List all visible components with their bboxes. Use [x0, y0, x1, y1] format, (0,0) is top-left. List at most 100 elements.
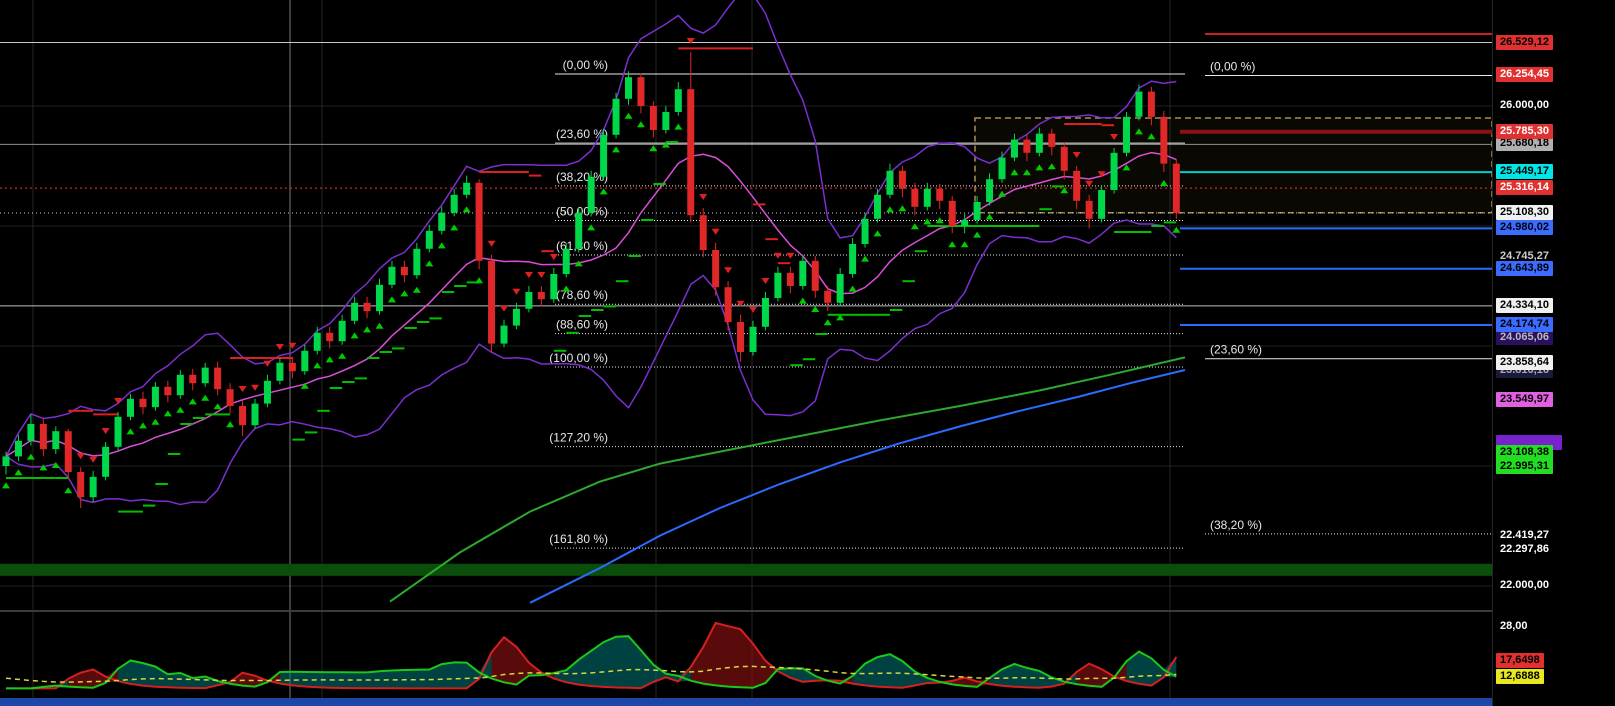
up-triangle-icon — [450, 224, 459, 231]
candle — [737, 322, 745, 352]
candles-layer[interactable] — [2, 52, 1180, 508]
candle — [1048, 133, 1056, 147]
candle — [625, 77, 632, 99]
candle — [786, 272, 794, 286]
candle — [201, 367, 209, 384]
price-label: 26.529,12 — [1496, 35, 1553, 50]
down-triangle-icon — [549, 254, 558, 260]
fib-label: (127,20 %) — [549, 431, 608, 445]
up-triangle-icon — [475, 277, 484, 284]
up-triangle-icon — [973, 231, 982, 238]
candle — [139, 398, 147, 408]
candle — [874, 194, 881, 219]
down-triangle-icon — [686, 38, 695, 44]
fib-label: (0,00 %) — [563, 58, 608, 72]
bottom-strip — [0, 698, 1492, 706]
candle — [164, 386, 172, 396]
candle — [77, 472, 85, 498]
osc-signal-line — [5, 665, 1177, 683]
candle — [89, 476, 97, 498]
up-triangle-icon — [674, 123, 683, 130]
up-triangle-icon — [1060, 187, 1069, 194]
up-triangle-icon — [1172, 226, 1181, 233]
slow-ma-green — [389, 356, 1186, 603]
price-label: 23.549,97 — [1496, 392, 1553, 407]
candle — [637, 77, 645, 106]
down-triangle-icon — [288, 342, 297, 349]
up-triangle-icon — [1147, 133, 1156, 140]
price-label: 12,6888 — [1496, 669, 1544, 684]
down-triangle-icon — [1110, 134, 1119, 140]
candle — [1073, 170, 1081, 201]
candle — [1023, 139, 1031, 153]
up-triangle-icon — [873, 230, 882, 237]
up-triangle-icon — [375, 322, 384, 329]
candle — [438, 212, 446, 231]
down-triangle-icon — [251, 384, 259, 391]
main-chart[interactable]: (0,00 %)(23,60 %)(38,20 %)(50,00 %)(61,8… — [0, 0, 1492, 610]
candle — [836, 274, 844, 303]
candle — [151, 386, 159, 408]
osc-red-line — [6, 621, 1178, 690]
candle — [251, 403, 259, 426]
up-triangle-icon — [350, 332, 359, 339]
down-triangle-icon — [1072, 152, 1081, 158]
up-triangle-icon — [325, 356, 334, 363]
candle — [239, 406, 247, 426]
candle — [127, 398, 134, 417]
candle — [849, 244, 857, 274]
up-triangle-icon — [885, 206, 894, 213]
candle — [1160, 116, 1168, 164]
down-triangle-icon — [749, 306, 757, 313]
fib-label: (23,60 %) — [1210, 343, 1262, 357]
price-axis[interactable]: 26.529,12 26.254,45 26.000,00 25.680,18 25.7… — [1492, 0, 1615, 706]
up-triangle-icon — [213, 403, 222, 410]
candle — [388, 266, 396, 285]
fib-retracement-secondary: (0,00 %) (23,60 %) (38,20 %) — [1205, 59, 1492, 535]
fib-label: (78,60 %) — [556, 288, 608, 302]
candle — [1123, 116, 1130, 153]
up-triangle-icon — [587, 224, 596, 231]
fib-label: (38,20 %) — [1210, 518, 1262, 532]
candle — [226, 389, 234, 406]
candle — [600, 134, 608, 177]
up-triangle-icon — [338, 352, 347, 359]
candle — [2, 456, 10, 466]
price-label: 28,00 — [1500, 620, 1528, 632]
price-label: 24.334,10 — [1496, 298, 1553, 313]
candle — [699, 215, 707, 250]
candle — [712, 250, 720, 288]
price-label: 24.643,89 — [1496, 261, 1553, 276]
candle — [14, 440, 22, 457]
price-label: 24.745,27 — [1500, 250, 1549, 262]
candle — [898, 170, 906, 189]
oscillator-panel[interactable] — [0, 612, 1492, 706]
fib-label: (23,60 %) — [556, 127, 608, 141]
up-triangle-icon — [1035, 164, 1044, 171]
candle — [612, 98, 620, 135]
up-triangle-icon — [1010, 169, 1019, 176]
grid-layer — [0, 0, 1492, 610]
price-label: 25.449,17 — [1496, 164, 1553, 179]
up-triangle-icon — [176, 406, 185, 413]
candle — [351, 302, 359, 321]
up-triangle-icon — [612, 146, 621, 153]
fib-label: (161,80 %) — [549, 532, 608, 546]
fib-label: (38,20 %) — [556, 170, 608, 184]
candle — [413, 248, 421, 276]
down-triangle-icon — [263, 360, 272, 367]
up-triangle-icon — [1134, 128, 1143, 135]
candle — [649, 106, 657, 130]
up-triangle-icon — [960, 241, 969, 248]
fib-label: (0,00 %) — [1210, 59, 1255, 73]
panel-separator[interactable] — [0, 610, 1492, 612]
candle — [400, 266, 408, 276]
up-triangle-icon — [624, 112, 633, 119]
bollinger-bands — [5, 0, 1177, 506]
candle — [39, 424, 47, 450]
osc-green-line — [6, 635, 1177, 690]
up-triangle-icon — [985, 213, 994, 220]
price-label: 23.858,64 — [1496, 355, 1553, 370]
candle — [674, 89, 682, 112]
down-triangle-icon — [487, 240, 496, 247]
